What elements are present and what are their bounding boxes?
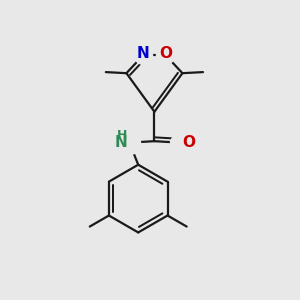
- Text: N: N: [114, 135, 127, 150]
- Text: N: N: [137, 46, 150, 61]
- Text: O: O: [182, 135, 195, 150]
- Text: H: H: [117, 129, 127, 142]
- Text: O: O: [159, 46, 172, 61]
